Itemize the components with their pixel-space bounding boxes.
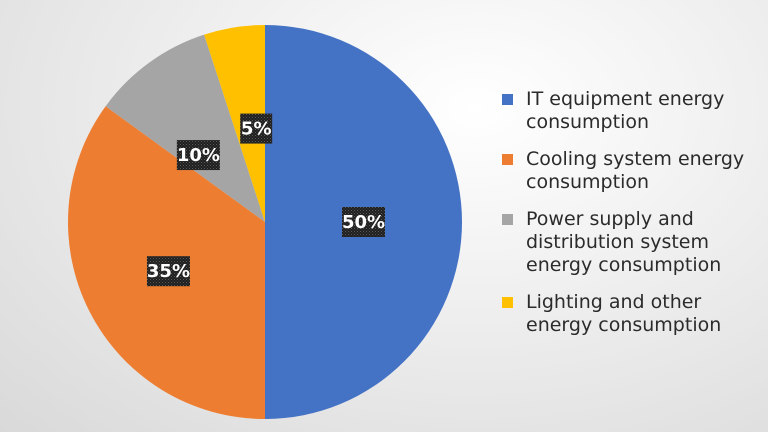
legend-item-cooling-system: Cooling system energy consumption	[500, 148, 762, 194]
legend-item-it-equipment: IT equipment energy consumption	[500, 88, 762, 134]
data-label-cooling-system: 35%	[147, 261, 190, 282]
legend: IT equipment energy consumption Cooling …	[500, 88, 762, 351]
legend-swatch-lighting	[502, 297, 513, 308]
data-label-lighting: 5%	[241, 119, 272, 140]
legend-item-lighting: Lighting and other energy consumption	[500, 291, 762, 337]
legend-item-power-supply: Power supply and distribution system ene…	[500, 208, 762, 277]
legend-swatch-it-equipment	[502, 94, 513, 105]
data-label-box-it-equipment	[342, 207, 385, 237]
legend-swatch-cooling-system	[502, 154, 513, 165]
legend-label-it-equipment: IT equipment energy consumption	[526, 88, 725, 133]
legend-label-power-supply: Power supply and distribution system ene…	[526, 208, 722, 276]
pie-slice-lighting	[204, 25, 265, 222]
legend-label-lighting: Lighting and other energy consumption	[526, 291, 722, 336]
data-label-box-cooling-system	[146, 256, 190, 287]
data-label-it-equipment: 50%	[342, 212, 385, 233]
data-label-box-power-supply	[176, 140, 220, 171]
legend-swatch-power-supply	[502, 214, 513, 225]
data-label-box-lighting	[240, 113, 273, 144]
legend-label-cooling-system: Cooling system energy consumption	[526, 148, 745, 193]
data-label-power-supply: 10%	[177, 145, 220, 166]
pie-slice-power-supply	[105, 34, 265, 223]
